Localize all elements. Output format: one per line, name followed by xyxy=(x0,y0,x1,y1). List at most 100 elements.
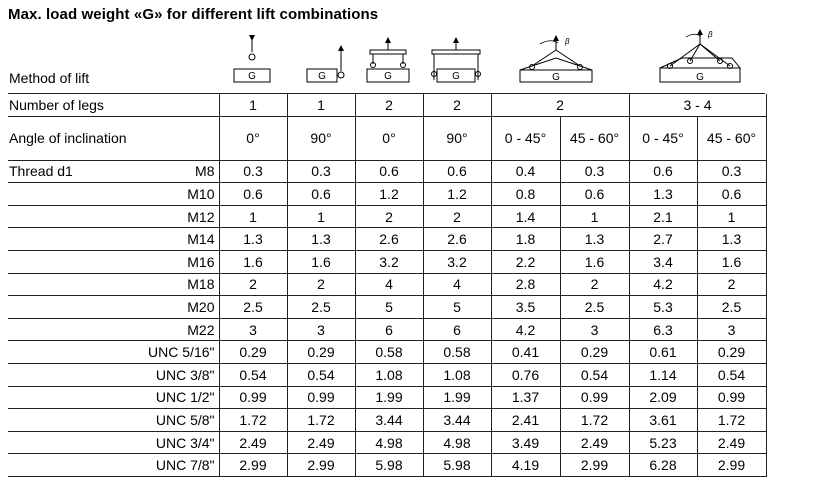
table-row: M10 0.6 0.6 1.2 1.2 0.8 0.6 1.3 0.6 xyxy=(8,182,767,206)
angle-beta-symbol: β xyxy=(707,30,713,39)
angle-row: Angle of inclination 0° 90° 0° 90° 0 - 4… xyxy=(8,116,767,161)
load-value-cell: 5.98 xyxy=(354,453,423,477)
load-value-cell: 0.29 xyxy=(696,340,767,364)
load-value-cell: 1.2 xyxy=(354,182,423,206)
blank-cell xyxy=(8,431,139,455)
load-value-cell: 0.54 xyxy=(559,363,629,387)
load-value-cell: 3.49 xyxy=(490,431,560,455)
load-value-cell: 0.99 xyxy=(218,386,287,410)
load-value-cell: 1.99 xyxy=(354,386,423,410)
blank-cell xyxy=(8,453,139,477)
table-row: M18 2 2 4 4 2.8 2 4.2 2 xyxy=(8,273,767,297)
table-row: M22 3 3 6 6 4.2 3 6.3 3 xyxy=(8,318,767,342)
load-value-cell: 2.5 xyxy=(559,295,629,319)
load-value-cell: 3 xyxy=(559,318,629,342)
thread-size: UNC 5/8" xyxy=(139,408,219,432)
load-value-cell: 2 xyxy=(559,273,629,297)
load-value-cell: 2.8 xyxy=(490,273,560,297)
diagram-letter: G xyxy=(552,72,560,83)
load-value-cell: 1.2 xyxy=(422,182,491,206)
legs-cell: 2 xyxy=(490,94,629,117)
load-value-cell: 2.99 xyxy=(559,453,629,477)
load-value-cell: 1.3 xyxy=(218,227,287,251)
load-value-cell: 1 xyxy=(696,205,767,229)
load-value-cell: 3 xyxy=(218,318,287,342)
load-value-cell: 0.6 xyxy=(422,160,491,184)
thread-size: M8 xyxy=(139,160,219,184)
load-value-cell: 5 xyxy=(422,295,491,319)
legs-cell: 1 xyxy=(218,94,287,117)
load-value-cell: 4 xyxy=(422,273,491,297)
legs-cell: 2 xyxy=(422,94,491,117)
load-value-cell: 1.37 xyxy=(490,386,560,410)
load-value-cell: 1.6 xyxy=(696,250,767,274)
load-value-cell: 0.3 xyxy=(218,160,287,184)
load-value-cell: 2.2 xyxy=(490,250,560,274)
thread-size: M20 xyxy=(139,295,219,319)
load-value-cell: 1 xyxy=(286,205,355,229)
blank-cell xyxy=(8,408,139,432)
load-value-cell: 2 xyxy=(354,205,423,229)
load-value-cell: 0.58 xyxy=(354,340,423,364)
load-value-cell: 2.6 xyxy=(354,227,423,251)
load-value-cell: 0.58 xyxy=(422,340,491,364)
load-value-cell: 1.14 xyxy=(628,363,697,387)
load-value-cell: 1.99 xyxy=(422,386,491,410)
diagram-single-leg-vertical: G xyxy=(233,35,271,83)
load-value-cell: 0.4 xyxy=(490,160,560,184)
diagram-multi-legs-angled: G β xyxy=(659,29,742,83)
number-of-legs-label: Number of legs xyxy=(8,94,219,117)
load-value-cell: 1.08 xyxy=(354,363,423,387)
table-row: M16 1.6 1.6 3.2 3.2 2.2 1.6 3.4 1.6 xyxy=(8,250,767,274)
load-value-cell: 2.5 xyxy=(696,295,767,319)
load-value-cell: 3 xyxy=(286,318,355,342)
load-table: Number of legs 1 1 2 2 2 3 - 4 Angle of … xyxy=(8,94,767,477)
load-value-cell: 2 xyxy=(422,205,491,229)
angle-of-inclination-label: Angle of inclination xyxy=(8,116,219,161)
load-value-cell: 4.98 xyxy=(422,431,491,455)
load-value-cell: 0.3 xyxy=(286,160,355,184)
table-row: UNC 3/8" 0.54 0.54 1.08 1.08 0.76 0.54 1.14 0.54 xyxy=(8,363,767,387)
legs-cell: 2 xyxy=(354,94,423,117)
load-value-cell: 0.99 xyxy=(286,386,355,410)
load-value-cell: 0.99 xyxy=(696,386,767,410)
load-value-cell: 0.6 xyxy=(559,182,629,206)
load-value-cell: 0.6 xyxy=(354,160,423,184)
load-value-cell: 2.99 xyxy=(696,453,767,477)
load-value-cell: 1.3 xyxy=(696,227,767,251)
load-value-cell: 0.41 xyxy=(490,340,560,364)
lift-method-diagrams: G G G G G β xyxy=(233,29,742,83)
table-row: M12 1 1 2 2 1.4 1 2.1 1 xyxy=(8,205,767,229)
diagram-letter: G xyxy=(452,71,460,82)
angle-beta-symbol: β xyxy=(564,37,570,46)
method-of-lift-label: Method of lift xyxy=(9,70,90,86)
blank-cell xyxy=(8,273,139,297)
load-value-cell: 2.49 xyxy=(696,431,767,455)
load-value-cell: 1.4 xyxy=(490,205,560,229)
diagram-letter: G xyxy=(384,71,392,82)
legs-cell: 3 - 4 xyxy=(628,94,767,117)
load-value-cell: 0.61 xyxy=(628,340,697,364)
angle-cell: 0° xyxy=(218,116,287,161)
diagram-two-legs-vertical: G xyxy=(366,37,410,83)
load-value-cell: 5.3 xyxy=(628,295,697,319)
load-value-cell: 0.6 xyxy=(218,182,287,206)
load-value-cell: 2 xyxy=(696,273,767,297)
thread-size: UNC 7/8" xyxy=(139,453,219,477)
load-value-cell: 2.49 xyxy=(286,431,355,455)
load-value-cell: 0.76 xyxy=(490,363,560,387)
load-value-cell: 2.99 xyxy=(286,453,355,477)
load-value-cell: 1 xyxy=(559,205,629,229)
thread-size: UNC 3/4" xyxy=(139,431,219,455)
legs-row: Number of legs 1 1 2 2 2 3 - 4 xyxy=(8,94,767,117)
table-row: Thread d1 M8 0.3 0.3 0.6 0.6 0.4 0.3 0.6 0.3 xyxy=(8,160,767,184)
table-row: UNC 5/8" 1.72 1.72 3.44 3.44 2.41 1.72 3.61 1.72 xyxy=(8,408,767,432)
load-value-cell: 5 xyxy=(354,295,423,319)
load-value-cell: 4.98 xyxy=(354,431,423,455)
load-value-cell: 1.6 xyxy=(559,250,629,274)
diagram-two-legs-angled: G β xyxy=(519,35,593,83)
load-value-cell: 2.1 xyxy=(628,205,697,229)
blank-cell xyxy=(8,250,139,274)
load-value-cell: 1.08 xyxy=(422,363,491,387)
load-value-cell: 0.99 xyxy=(559,386,629,410)
